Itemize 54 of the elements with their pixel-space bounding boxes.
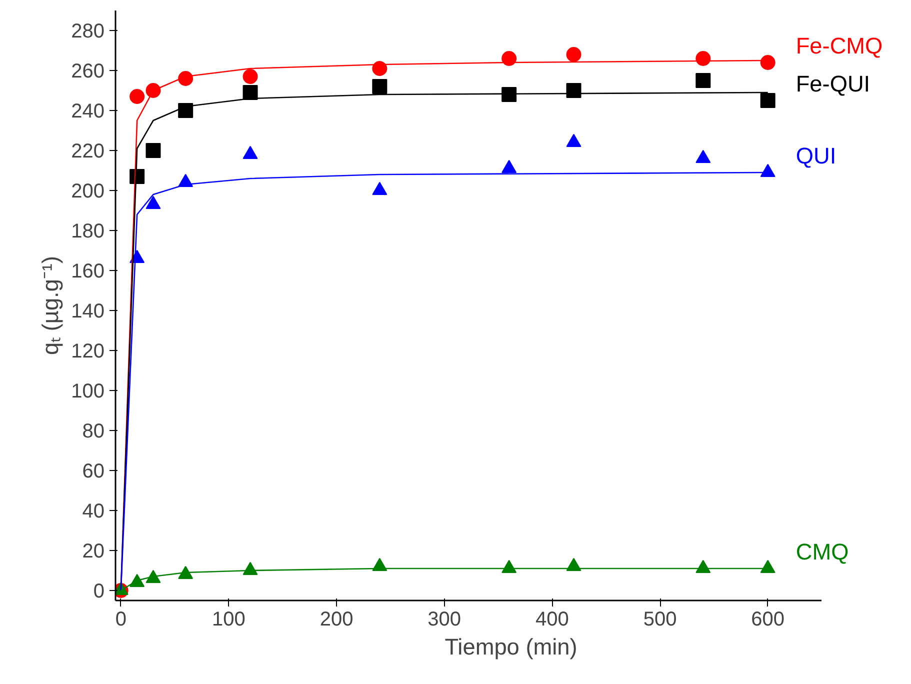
x-tick-label: 200 — [320, 608, 354, 630]
series-label: CMQ — [796, 538, 849, 564]
y-tick-label: 60 — [82, 460, 105, 482]
point — [372, 79, 388, 94]
y-tick-label: 140 — [71, 300, 105, 322]
point — [502, 87, 517, 102]
x-tick-label: 0 — [115, 608, 126, 630]
point — [760, 93, 776, 108]
series-label: QUI — [796, 142, 836, 168]
point — [696, 560, 711, 574]
point — [696, 51, 711, 66]
y-tick-label: 100 — [71, 380, 105, 402]
x-tick-label: 600 — [751, 608, 785, 630]
point — [178, 566, 194, 580]
y-tick-label: 120 — [71, 340, 105, 362]
y-tick-label: 200 — [71, 180, 105, 202]
point — [502, 560, 517, 574]
series-label: Fe-QUI — [796, 70, 870, 96]
point — [760, 55, 776, 70]
point — [242, 85, 258, 100]
y-tick-label: 220 — [71, 140, 105, 162]
y-tick-label: 160 — [71, 260, 105, 282]
point — [146, 196, 161, 210]
point — [696, 73, 711, 88]
y-tick-label: 80 — [82, 420, 105, 442]
series-label: Fe-CMQ — [796, 32, 883, 58]
point — [130, 89, 145, 104]
point — [760, 164, 776, 178]
y-tick-label: 40 — [82, 500, 105, 522]
point — [566, 134, 582, 148]
y-axis-title: qₜ (µg.g⁻¹) — [37, 256, 64, 356]
y-tick-label: 180 — [71, 220, 105, 242]
point — [178, 103, 194, 118]
point — [372, 182, 388, 196]
point — [242, 146, 258, 160]
y-tick-label: 280 — [71, 20, 105, 42]
point — [146, 143, 161, 158]
x-axis-title: Tiempo (min) — [444, 634, 578, 660]
point — [242, 69, 258, 84]
x-tick-label: 400 — [536, 608, 569, 630]
y-tick-label: 20 — [82, 540, 105, 562]
y-tick-label: 240 — [71, 100, 105, 122]
y-tick-label: 260 — [71, 60, 105, 82]
x-tick-label: 100 — [212, 608, 246, 630]
point — [696, 150, 711, 164]
point — [760, 560, 776, 574]
x-tick-label: 300 — [428, 608, 462, 630]
point — [372, 61, 388, 76]
point — [566, 83, 582, 98]
x-tick-label: 500 — [643, 608, 677, 630]
point — [566, 47, 582, 62]
y-tick-label: 0 — [93, 580, 104, 602]
point — [502, 160, 517, 174]
point — [502, 51, 517, 66]
